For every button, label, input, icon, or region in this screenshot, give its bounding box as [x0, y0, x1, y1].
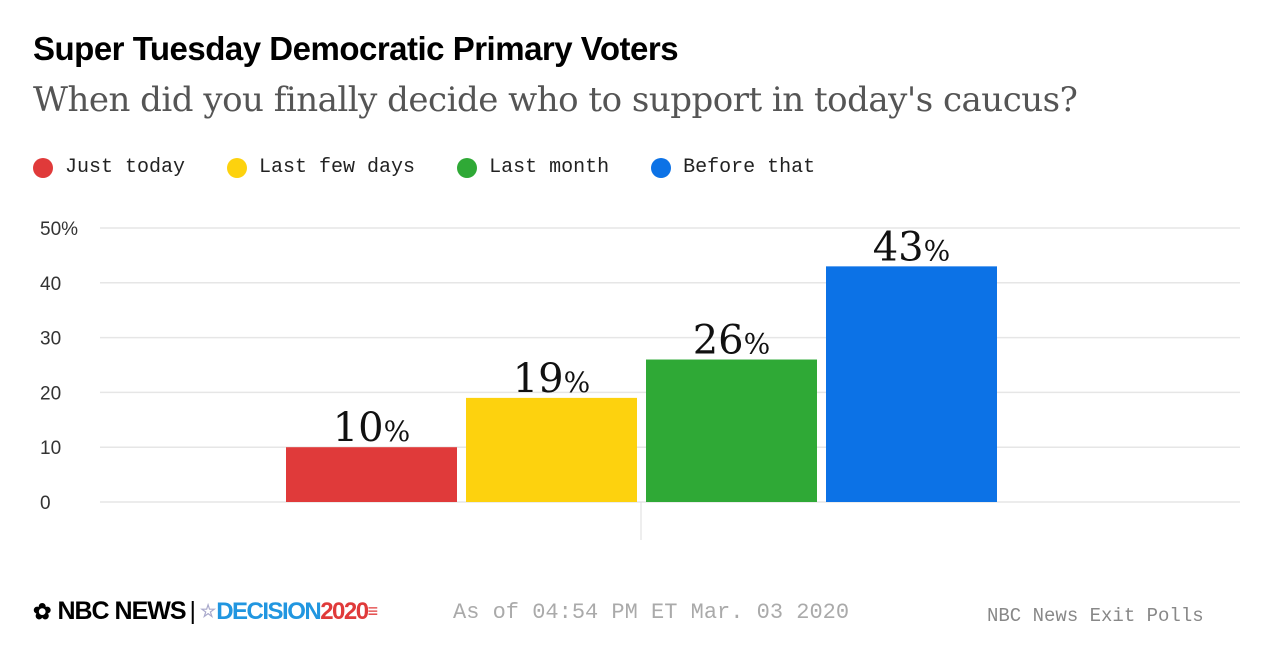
decision-text: DECISION: [216, 597, 322, 625]
peacock-icon: ✿: [33, 598, 52, 624]
data-label: 26%: [693, 318, 771, 364]
data-label: 19%: [513, 356, 591, 402]
source: NBC News Exit Polls: [987, 605, 1204, 627]
brand-name: NBC NEWS: [57, 597, 186, 625]
bar-before-that: [826, 266, 997, 502]
legend-label: Just today: [65, 156, 186, 179]
legend-item-just-today: Just today: [33, 156, 185, 179]
legend-dot-icon: [227, 157, 248, 178]
legend-label: Last month: [489, 156, 610, 179]
chart-title: Super Tuesday Democratic Primary Voters: [33, 30, 679, 67]
legend-dot-icon: [651, 157, 672, 178]
y-tick-label: 10: [40, 438, 61, 459]
legend-label: Before that: [683, 156, 816, 179]
legend: Just today Last few days Last month Befo…: [33, 156, 857, 179]
bar-just-today: [286, 447, 457, 502]
chart-subtitle: When did you finally decide who to suppo…: [33, 80, 1078, 120]
legend-dot-icon: [457, 157, 478, 178]
y-tick-label: 30: [40, 329, 61, 350]
data-label: 43%: [873, 224, 951, 270]
data-label: 10%: [333, 405, 411, 451]
timestamp: As of 04:54 PM ET Mar. 03 2020: [453, 600, 850, 625]
nbc-news-logo: ✿ NBC NEWS | ☆ DECISION 2020 ≡: [33, 597, 378, 626]
bar-last-month: [646, 359, 817, 502]
legend-dot-icon: [33, 157, 53, 178]
y-tick-label: 20: [40, 383, 61, 404]
y-tick-label: 50%: [40, 219, 78, 240]
logo-separator: |: [189, 597, 197, 625]
bar-last-few-days: [466, 397, 637, 502]
decision-year: 2020: [320, 597, 369, 625]
legend-item-last-few-days: Last few days: [227, 156, 415, 179]
y-tick-label: 40: [40, 274, 61, 295]
y-tick-label: 0: [40, 493, 51, 514]
star-icon: ☆: [200, 601, 217, 621]
stripes-icon: ≡: [367, 601, 379, 621]
legend-item-before-that: Before that: [651, 156, 815, 179]
legend-label: Last few days: [259, 156, 416, 179]
legend-item-last-month: Last month: [457, 156, 609, 179]
